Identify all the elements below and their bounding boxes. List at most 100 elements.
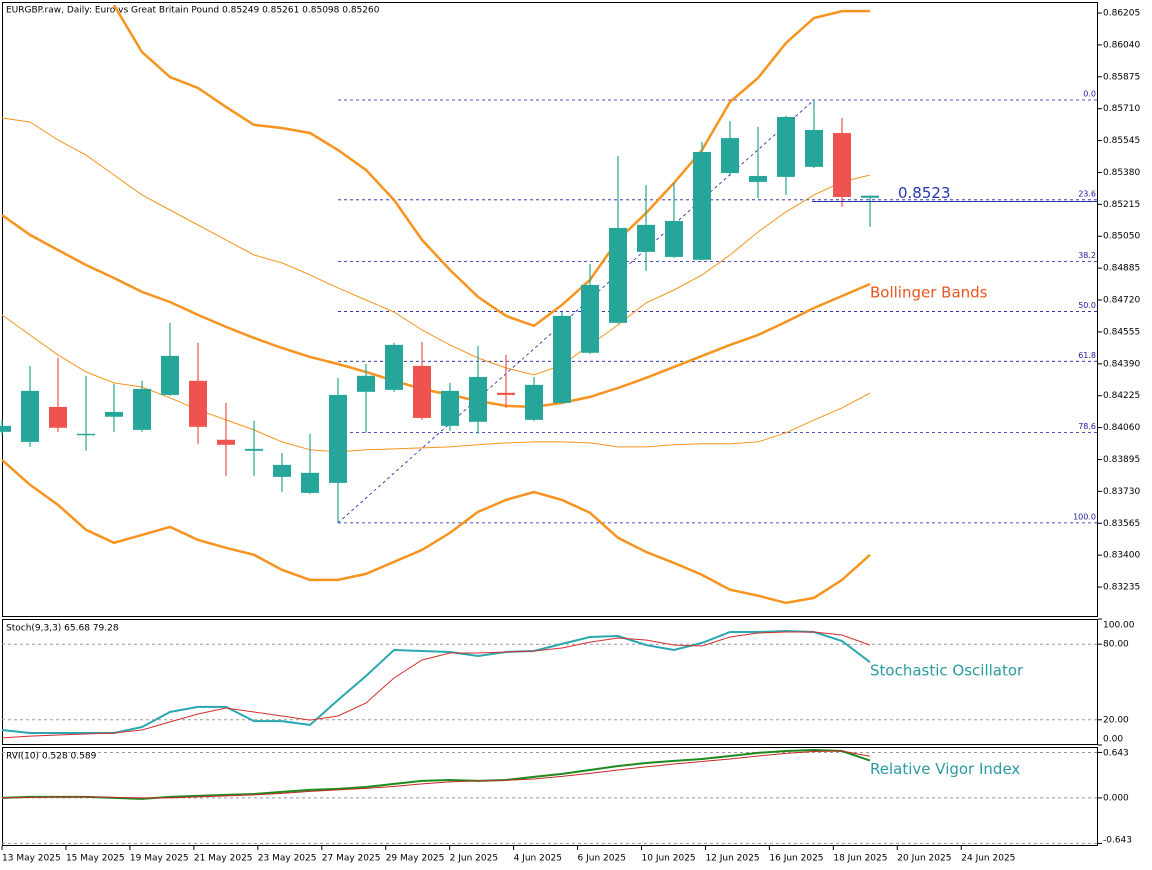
x-tick-label: 27 May 2025	[322, 854, 381, 864]
candle-body	[105, 411, 123, 417]
y-tick-label: 0.85545	[1103, 136, 1140, 146]
fib-level-label: 50.0	[1078, 301, 1096, 310]
rvi-panel-frame	[2, 747, 1098, 846]
indicator-header: RVI(10) 0.528 0.589	[6, 752, 97, 762]
y-tick-label: 80.00	[1103, 640, 1129, 650]
x-tick-label: 23 May 2025	[258, 854, 317, 864]
bollinger-line	[1, 213, 871, 409]
bollinger-line	[112, 4, 870, 328]
candle-body	[329, 394, 347, 483]
candle-body	[217, 439, 235, 445]
indicator-line	[1, 750, 871, 799]
y-tick-label: 0.85215	[1103, 200, 1140, 210]
candle-body	[385, 344, 403, 390]
candle-body	[357, 375, 375, 392]
y-tick-label: 20.00	[1103, 715, 1129, 725]
y-tick-label: 0.83730	[1103, 487, 1140, 497]
fib-level-label: 23.6	[1078, 189, 1096, 198]
candle-body	[805, 129, 823, 167]
candle-body	[721, 138, 739, 174]
y-tick-label: 0.83895	[1103, 455, 1140, 465]
candle-body	[861, 195, 879, 198]
candle-body	[161, 355, 179, 395]
price-line-label: 0.8523	[898, 184, 951, 202]
x-tick-label: 4 Jun 2025	[514, 854, 562, 864]
candle-body	[21, 390, 39, 442]
y-tick-label: 0.86040	[1103, 40, 1140, 50]
candle-body	[469, 376, 487, 422]
candle-body	[777, 116, 795, 177]
x-tick-label: 13 May 2025	[2, 854, 61, 864]
indicator-annotation: Bollinger Bands	[870, 283, 988, 301]
x-tick-label: 6 Jun 2025	[578, 854, 626, 864]
candle-body	[441, 390, 459, 426]
indicator-line	[1, 631, 871, 739]
y-tick-label: 0.84720	[1103, 296, 1140, 306]
fib-level-label: 38.2	[1078, 251, 1096, 260]
x-tick-label: 19 May 2025	[130, 854, 189, 864]
x-tick-label: 10 Jun 2025	[642, 854, 696, 864]
y-tick-label: 0.000	[1103, 793, 1129, 803]
main-panel-frame	[2, 2, 1098, 617]
candle-body	[637, 224, 655, 252]
x-tick-label: 12 Jun 2025	[705, 854, 759, 864]
x-tick-label: 24 Jun 2025	[961, 854, 1015, 864]
candle-body	[609, 227, 627, 323]
x-tick-label: 21 May 2025	[194, 854, 253, 864]
fib-level-label: 78.6	[1078, 422, 1096, 431]
y-tick-label: 0.84390	[1103, 359, 1140, 369]
y-tick-label: 0.85380	[1103, 168, 1140, 178]
candle-body	[49, 406, 67, 428]
candle-body	[693, 151, 711, 260]
candle-body	[245, 448, 263, 451]
candle-body	[497, 392, 515, 395]
indicator-annotation: Stochastic Oscillator	[870, 662, 1024, 680]
candle-body	[189, 380, 207, 427]
x-tick-label: 20 Jun 2025	[897, 854, 951, 864]
fib-level-label: 0.0	[1083, 89, 1096, 98]
y-tick-label: 0.643	[1103, 749, 1129, 759]
candle-body	[273, 464, 291, 477]
y-tick-label: 0.86205	[1103, 9, 1140, 19]
x-tick-label: 29 May 2025	[386, 854, 445, 864]
candle-body	[833, 133, 851, 198]
candle-body	[525, 384, 543, 420]
y-tick-label: 0.85875	[1103, 72, 1140, 82]
candle-body	[301, 472, 319, 493]
candle-body	[0, 425, 11, 432]
bollinger-line	[1, 458, 871, 605]
y-tick-label: 0.83400	[1103, 551, 1140, 561]
indicator-header: Stoch(9,3,3) 65.68 79.28	[6, 624, 119, 634]
bollinger-line	[1, 314, 871, 453]
indicator-annotation: Relative Vigor Index	[870, 760, 1020, 778]
y-tick-label: 0.84225	[1103, 391, 1140, 401]
y-tick-label: 0.84555	[1103, 327, 1140, 337]
y-tick-label: 0.00	[1103, 735, 1123, 745]
candle-body	[77, 433, 95, 436]
y-tick-label: 0.84060	[1103, 423, 1140, 433]
candle-body	[133, 388, 151, 430]
y-tick-label: 0.85050	[1103, 232, 1140, 242]
x-tick-label: 15 May 2025	[66, 854, 125, 864]
x-tick-label: 2 Jun 2025	[450, 854, 498, 864]
fib-level-label: 61.8	[1078, 351, 1096, 360]
candle-body	[581, 284, 599, 353]
indicator-line	[1, 629, 871, 734]
candle-body	[749, 175, 767, 182]
y-tick-label: 0.85710	[1103, 104, 1140, 114]
y-tick-label: -0.643	[1103, 836, 1132, 846]
candle-body	[413, 365, 431, 418]
y-tick-label: 100.00	[1103, 621, 1135, 631]
chart-header: EURGBP.raw, Daily: Euro vs Great Britain…	[6, 6, 380, 16]
y-tick-label: 0.83565	[1103, 519, 1140, 529]
stoch-panel-frame	[2, 619, 1098, 745]
fib-level-label: 100.0	[1073, 512, 1096, 521]
x-tick-label: 18 Jun 2025	[833, 854, 887, 864]
y-tick-label: 0.84885	[1103, 264, 1140, 274]
candle-body	[665, 220, 683, 257]
y-tick-label: 0.83235	[1103, 583, 1140, 593]
bollinger-line	[1, 117, 871, 376]
x-tick-label: 16 Jun 2025	[769, 854, 823, 864]
